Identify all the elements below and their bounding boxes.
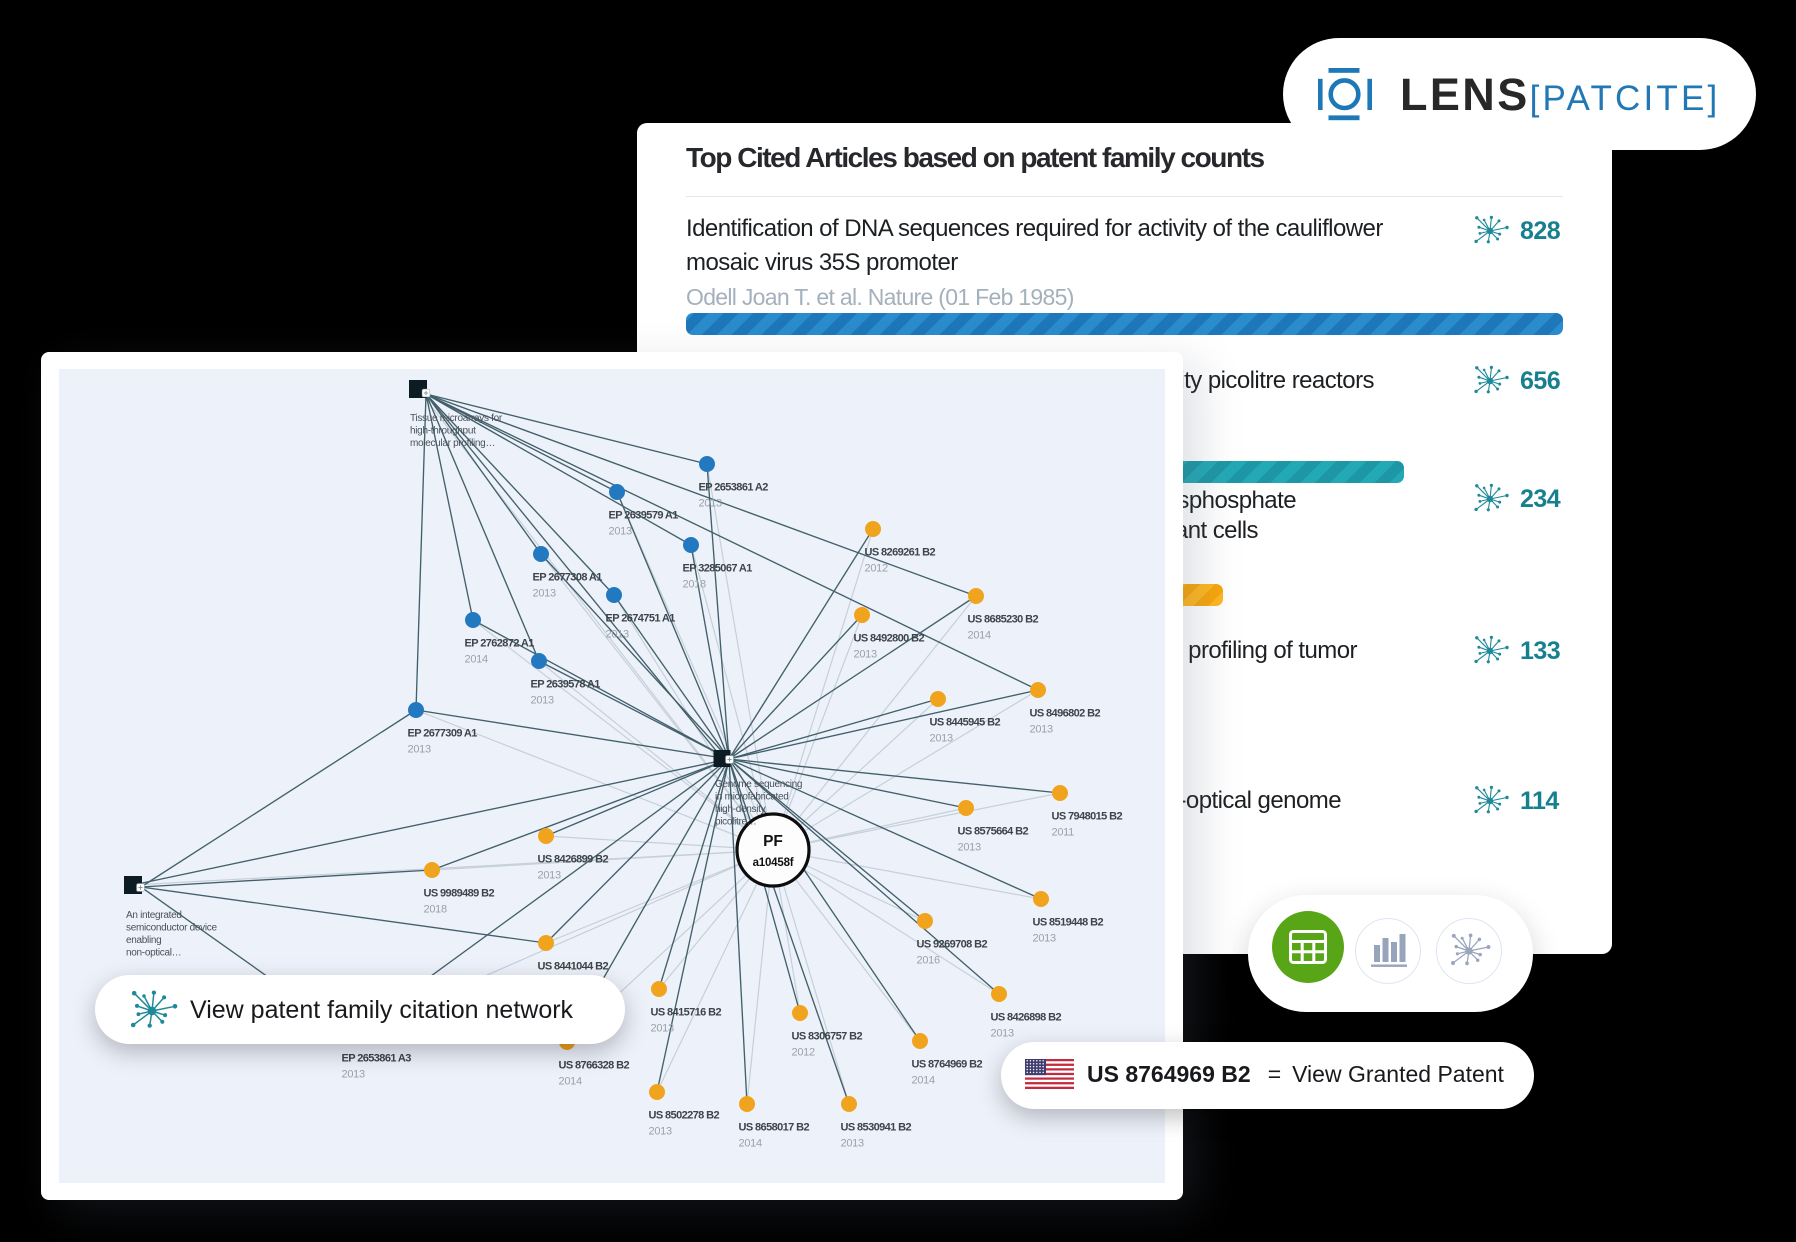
svg-text:2018: 2018 <box>683 579 706 591</box>
svg-text:US 8685230 B2: US 8685230 B2 <box>968 614 1039 626</box>
svg-text:2011: 2011 <box>1052 827 1075 839</box>
svg-text:2013: 2013 <box>606 629 629 641</box>
svg-text:2013: 2013 <box>854 649 877 661</box>
svg-text:2018: 2018 <box>424 904 447 916</box>
svg-text:2012: 2012 <box>865 563 888 575</box>
svg-text:2013: 2013 <box>958 842 981 854</box>
svg-text:2014: 2014 <box>912 1075 935 1087</box>
svg-text:2013: 2013 <box>533 588 556 600</box>
svg-text:EP 2677309 A1: EP 2677309 A1 <box>408 728 478 740</box>
svg-text:US 8269261 B2: US 8269261 B2 <box>865 547 936 559</box>
svg-text:2012: 2012 <box>792 1047 815 1059</box>
svg-text:2013: 2013 <box>609 526 632 538</box>
svg-text:US 8496802 B2: US 8496802 B2 <box>1030 708 1101 720</box>
svg-text:2013: 2013 <box>649 1126 672 1138</box>
svg-text:US 8575664 B2: US 8575664 B2 <box>958 826 1029 838</box>
svg-text:2013: 2013 <box>930 733 953 745</box>
svg-text:An integrated: An integrated <box>126 910 182 921</box>
svg-text:picolitre…: picolitre… <box>715 817 756 828</box>
svg-text:EP 2653861 A3: EP 2653861 A3 <box>342 1053 412 1065</box>
svg-text:2014: 2014 <box>739 1138 762 1150</box>
svg-text:EP 2674751 A1: EP 2674751 A1 <box>606 613 676 625</box>
svg-text:enabling: enabling <box>126 935 161 946</box>
svg-text:2014: 2014 <box>559 1076 582 1088</box>
svg-text:EP 2653861 A2: EP 2653861 A2 <box>699 482 769 494</box>
svg-text:EP 2639579 A1: EP 2639579 A1 <box>609 510 679 522</box>
svg-text:2013: 2013 <box>531 695 554 707</box>
svg-text:2013: 2013 <box>841 1138 864 1150</box>
svg-text:US 8530941 B2: US 8530941 B2 <box>841 1122 912 1134</box>
svg-text:2013: 2013 <box>991 1028 1014 1040</box>
svg-text:2013: 2013 <box>651 1023 674 1035</box>
svg-text:2013: 2013 <box>538 870 561 882</box>
svg-text:US 8502278 B2: US 8502278 B2 <box>649 1110 720 1122</box>
svg-text:EP 2639578 A1: EP 2639578 A1 <box>531 679 601 691</box>
svg-text:2016: 2016 <box>917 955 940 967</box>
svg-text:EP 2762872 A1: EP 2762872 A1 <box>465 638 535 650</box>
svg-text:US 8492800 B2: US 8492800 B2 <box>854 633 925 645</box>
svg-text:semiconductor device: semiconductor device <box>126 923 217 934</box>
svg-text:US 8426899 B2: US 8426899 B2 <box>538 854 609 866</box>
svg-text:US 8766328 B2: US 8766328 B2 <box>559 1060 630 1072</box>
svg-text:US 8415716 B2: US 8415716 B2 <box>651 1007 722 1019</box>
svg-text:US 8426898 B2: US 8426898 B2 <box>991 1012 1062 1024</box>
svg-text:2014: 2014 <box>465 654 488 666</box>
svg-text:PF: PF <box>763 833 783 850</box>
svg-text:EP 3285067 A1: EP 3285067 A1 <box>683 563 753 575</box>
svg-text:2013: 2013 <box>1030 724 1053 736</box>
svg-text:2013: 2013 <box>408 744 431 756</box>
svg-text:2013: 2013 <box>342 1069 365 1081</box>
svg-text:Tissue microarrays for: Tissue microarrays for <box>410 413 503 424</box>
svg-text:2014: 2014 <box>968 630 991 642</box>
svg-text:US 8445945 B2: US 8445945 B2 <box>930 717 1001 729</box>
svg-text:EP 2677308 A1: EP 2677308 A1 <box>533 572 603 584</box>
svg-text:in microfabricated: in microfabricated <box>715 792 789 803</box>
svg-text:US 8764969 B2: US 8764969 B2 <box>912 1059 983 1071</box>
svg-text:non-optical…: non-optical… <box>126 948 181 959</box>
svg-text:Genome sequencing: Genome sequencing <box>715 779 802 790</box>
svg-text:2013: 2013 <box>699 498 722 510</box>
svg-text:molecular profiling…: molecular profiling… <box>410 438 495 449</box>
svg-text:high-density: high-density <box>715 804 766 815</box>
svg-text:US 9989489 B2: US 9989489 B2 <box>424 888 495 900</box>
svg-text:US 9269708 B2: US 9269708 B2 <box>917 939 988 951</box>
svg-text:2013: 2013 <box>1033 933 1056 945</box>
svg-text:US 7948015 B2: US 7948015 B2 <box>1052 811 1123 823</box>
svg-text:US 8519448 B2: US 8519448 B2 <box>1033 917 1104 929</box>
svg-text:high-throughput: high-throughput <box>410 426 476 437</box>
svg-text:US 8441044 B2: US 8441044 B2 <box>538 961 609 973</box>
svg-text:US 8306757 B2: US 8306757 B2 <box>792 1031 863 1043</box>
svg-text:a10458f: a10458f <box>753 857 794 869</box>
svg-text:US 8658017 B2: US 8658017 B2 <box>739 1122 810 1134</box>
